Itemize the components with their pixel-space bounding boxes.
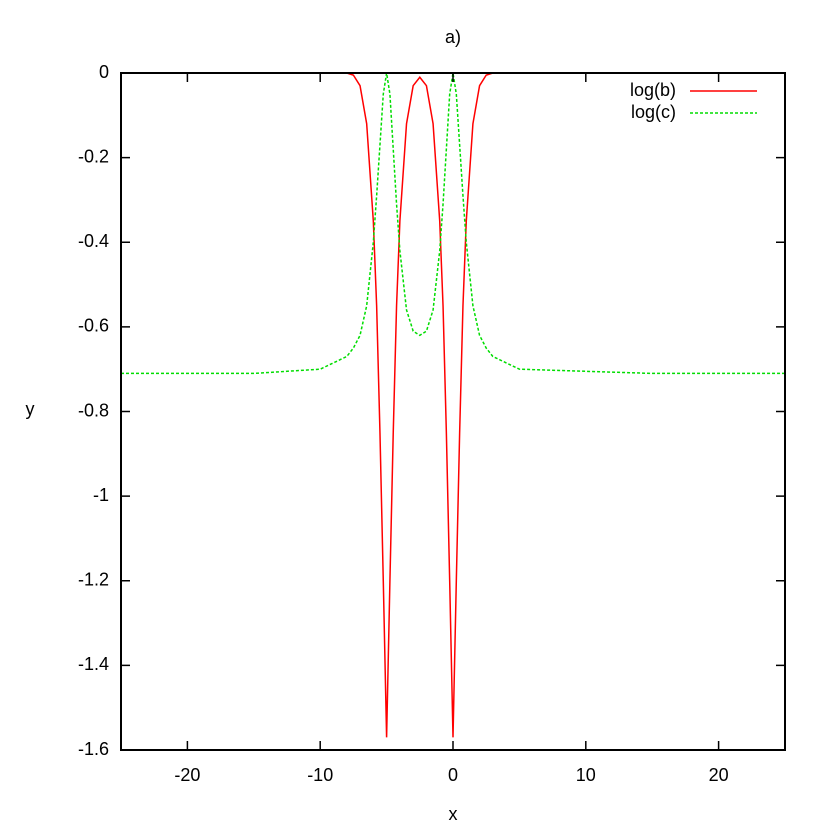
y-axis-label: y xyxy=(26,399,35,419)
x-axis-label: x xyxy=(449,804,458,824)
y-tick-label: -0.6 xyxy=(78,316,109,336)
y-tick-label: -1.4 xyxy=(78,654,109,674)
y-tick-label: -1.2 xyxy=(78,570,109,590)
legend-label: log(c) xyxy=(631,102,676,122)
x-tick-label: 20 xyxy=(709,765,729,785)
plot-area xyxy=(121,73,785,738)
y-tick-label: -0.8 xyxy=(78,400,109,420)
plot-frame xyxy=(120,72,786,751)
x-tick-label: -20 xyxy=(174,765,200,785)
y-tick-label: -1 xyxy=(93,485,109,505)
y-tick-label: -0.2 xyxy=(78,146,109,166)
legend-label: log(b) xyxy=(630,80,676,100)
series-line xyxy=(121,73,785,375)
y-tick-label: -0.4 xyxy=(78,231,109,251)
x-tick-label: 0 xyxy=(448,765,458,785)
y-tick-label: -1.6 xyxy=(78,739,109,759)
x-tick-label: -10 xyxy=(307,765,333,785)
chart-title: a) xyxy=(445,27,461,47)
series-line xyxy=(121,73,785,738)
y-tick-label: 0 xyxy=(99,62,109,82)
x-tick-label: 10 xyxy=(576,765,596,785)
